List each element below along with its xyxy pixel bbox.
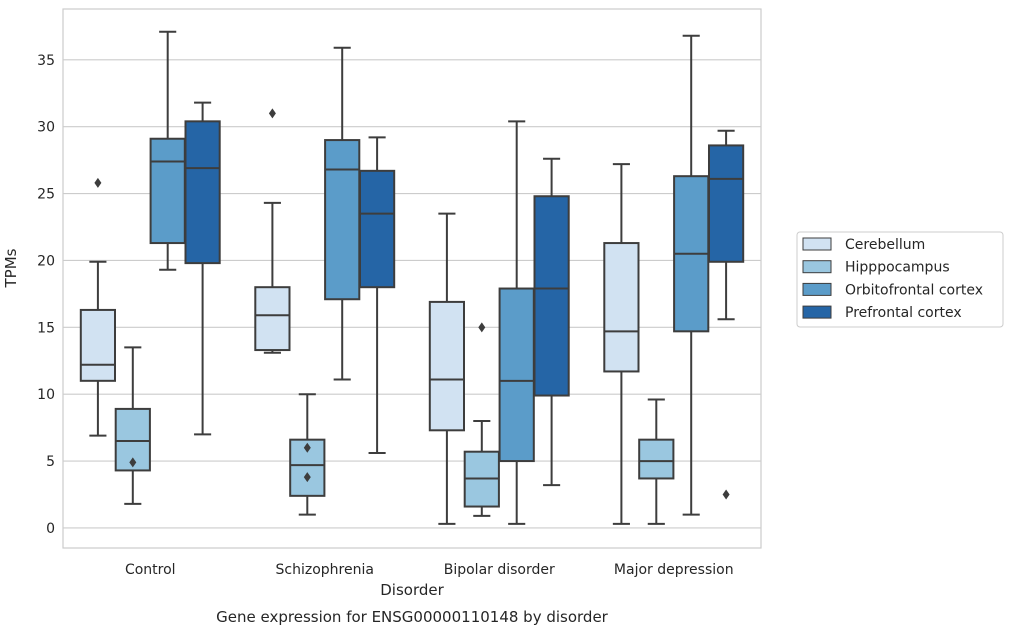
y-gridlines <box>63 59 761 529</box>
legend: Cerebellum Hipppocampus Orbitofrontal cort… <box>796 231 1004 328</box>
y-tick-label-25: 25 <box>37 187 55 203</box>
box-iqr <box>498 287 535 463</box>
y-tick-label-0: 0 <box>46 521 55 537</box>
box-prefrontal-cortex-1 <box>358 136 396 455</box>
outlier-point <box>303 472 311 483</box>
box-prefrontal-cortex-0 <box>184 101 221 436</box>
box-iqr <box>149 137 186 245</box>
y-tick-label-20: 20 <box>37 253 55 269</box>
y-tick-label-5: 5 <box>46 454 55 470</box>
box-iqr <box>603 242 640 373</box>
x-tick-label-control: Control <box>125 562 176 578</box>
box-iqr <box>707 144 745 263</box>
box-orbitofrontal-cortex-2 <box>498 120 535 525</box>
box-orbitofrontal-cortex-3 <box>673 34 710 516</box>
box-prefrontal-cortex-2 <box>533 157 570 487</box>
chart-caption: Gene expression for ENSG00000110148 by d… <box>216 608 609 626</box>
box-iqr <box>358 169 396 289</box>
x-tick-label-bipolar-disorder: Bipolar disorder <box>444 562 555 578</box>
y-tick-label-35: 35 <box>37 53 55 69</box>
y-tick-label-10: 10 <box>37 387 55 403</box>
outlier-point <box>94 177 102 188</box>
box-hipppocampus-3 <box>638 398 675 525</box>
outlier-point <box>129 457 137 468</box>
x-tick-label-schizophrenia: Schizophrenia <box>276 562 374 578</box>
box-iqr <box>638 438 675 480</box>
box-iqr <box>254 286 291 352</box>
box-iqr <box>533 195 570 397</box>
box-cerebellum-0 <box>79 177 117 437</box>
box-cerebellum-2 <box>428 212 466 525</box>
y-tick-labels: 0 5 10 15 20 25 30 35 <box>37 53 55 537</box>
box-iqr <box>184 120 221 265</box>
legend-swatch-cerebellum <box>802 237 832 251</box>
box-cerebellum-1 <box>254 108 291 354</box>
legend-frame <box>796 231 1004 328</box>
box-iqr <box>79 308 117 382</box>
outlier-point <box>478 322 486 333</box>
outlier-point <box>268 108 276 119</box>
y-axis-label: TPMs <box>2 248 20 288</box>
legend-label-orbitofrontal-cortex: Orbitofrontal cortex <box>845 282 983 298</box>
legend-swatch-orbitofrontal-cortex <box>802 282 832 296</box>
box-iqr <box>324 139 361 301</box>
box-iqr <box>428 300 466 432</box>
legend-label-cerebellum: Cerebellum <box>845 237 925 253</box>
box-cerebellum-3 <box>603 163 640 525</box>
box-hipppocampus-1 <box>289 393 326 516</box>
y-tick-label-30: 30 <box>37 120 55 136</box>
outlier-point <box>303 442 311 453</box>
legend-label-prefrontal-cortex: Prefrontal cortex <box>845 305 962 321</box>
box-plot-series <box>79 30 745 525</box>
legend-swatch-prefrontal-cortex <box>802 305 832 319</box>
box-prefrontal-cortex-3 <box>707 129 745 500</box>
box-hipppocampus-0 <box>114 346 151 505</box>
x-tick-labels: Control Schizophrenia Bipolar disorder Majo… <box>125 562 734 578</box>
box-hipppocampus-2 <box>463 322 500 517</box>
legend-label-hipppocampus: Hipppocampus <box>845 260 950 276</box>
y-tick-label-15: 15 <box>37 320 55 336</box>
outlier-point <box>722 489 730 500</box>
x-tick-label-major-depression: Major depression <box>614 562 734 578</box>
plot-area-frame <box>62 8 762 549</box>
x-axis-label: Disorder <box>380 581 444 599</box>
legend-swatch-hipppocampus <box>802 260 832 274</box>
